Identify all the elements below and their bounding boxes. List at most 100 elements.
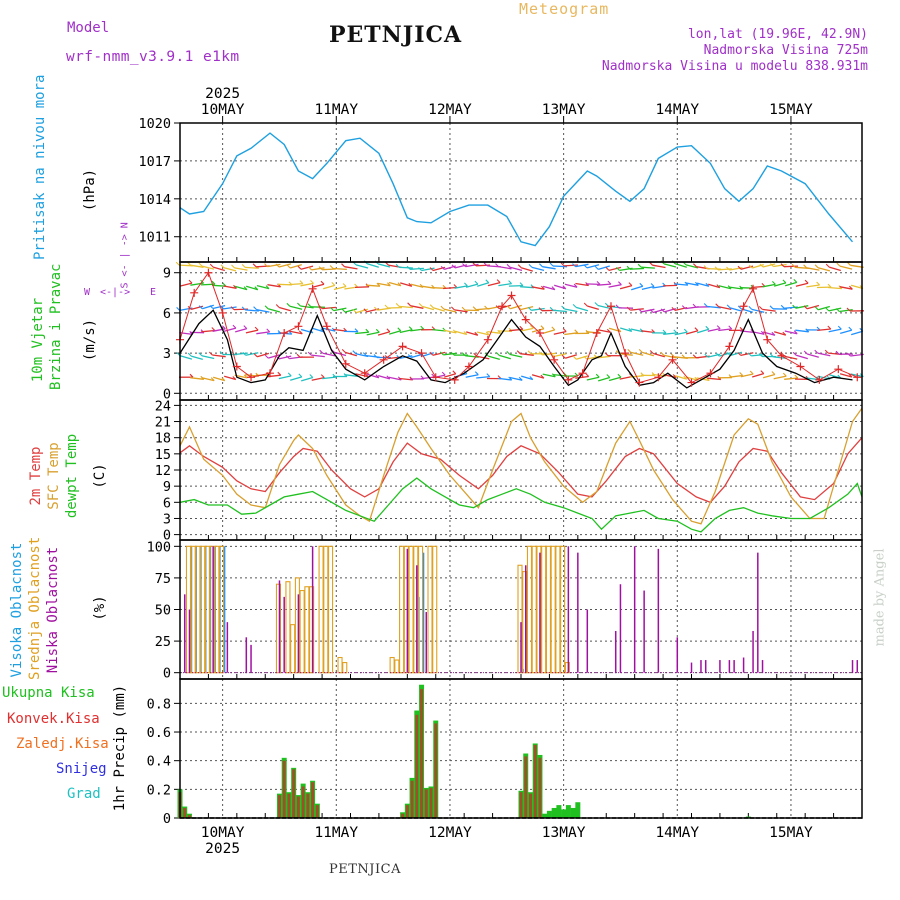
wind-arrow-r3-24 (443, 308, 457, 313)
bottom-year-label: 2025 (205, 841, 240, 857)
wind-arrow-r1-24 (443, 352, 457, 356)
wind-arrowhead-r0-0 (189, 373, 194, 378)
top-day-label-0: 10MAY (201, 102, 245, 118)
wind-arrowhead-r4-29 (508, 280, 512, 284)
wind-arrow-r4-27 (477, 282, 489, 287)
wind-arrow-r3-15 (344, 308, 358, 313)
ytick-label-p3-2: 50 (155, 603, 171, 619)
wind-arrowhead-r1-31 (516, 350, 521, 355)
wind-arrow-r3-58 (818, 305, 830, 311)
wind-arrowhead-r5-33 (539, 263, 543, 268)
mid-cloud-bar-5 (209, 545, 215, 674)
gust-marker-34 (706, 369, 715, 378)
wind-arrow-r4-56 (795, 282, 809, 287)
wind-arrow-r4-37 (585, 283, 601, 286)
wind-arrow-r1-34 (553, 353, 567, 358)
wind-arrowhead-r4-42 (650, 283, 655, 287)
mid-cloud-bar-30 (522, 571, 528, 674)
sfc-temp-line (179, 407, 863, 525)
wind-arrowhead-r3-5 (230, 306, 235, 310)
wind-arrow-r2-48 (707, 327, 721, 332)
wind-arrowhead-r0-53 (771, 371, 776, 375)
wind-arrow-r0-20 (399, 377, 413, 381)
wind-arrow-r5-45 (675, 263, 687, 268)
wind-arrowhead-r5-4 (220, 264, 225, 269)
wind-arrow-r4-51 (739, 287, 755, 289)
top-day-label-5: 15MAY (769, 102, 813, 118)
wind-arrow-r1-0 (179, 355, 193, 360)
mid-cloud-bar-16 (323, 545, 329, 674)
wind-arrow-r3-38 (597, 304, 611, 310)
wind-arrowhead-r0-8 (277, 371, 282, 376)
wind-arrow-r4-18 (377, 282, 391, 287)
wind-arrow-r1-56 (796, 354, 808, 360)
wind-arrow-r1-27 (476, 355, 490, 360)
wind-arrowhead-r4-0 (188, 279, 193, 284)
wind-arrow-r0-52 (752, 372, 764, 378)
wind-arrowhead-r4-35 (573, 283, 578, 288)
wind-arrowhead-r4-20 (408, 282, 413, 287)
wind-arrow-r0-37 (586, 376, 600, 381)
gust-marker-40 (796, 362, 805, 371)
wind-arrowhead-r0-23 (441, 371, 446, 376)
wind-arrow-r4-26 (465, 283, 479, 288)
wind-arrow-r0-10 (290, 376, 302, 381)
dewpt-line (179, 477, 863, 533)
wind-arrow-r5-4 (223, 267, 237, 272)
wind-speed-line (179, 309, 853, 389)
wind-arrow-r4-4 (223, 285, 237, 289)
wind-arrowhead-r5-56 (791, 263, 796, 268)
wind-arrowhead-r3-9 (275, 304, 280, 308)
gust-marker-32 (668, 355, 677, 364)
wind-arrowhead-r0-27 (486, 373, 491, 377)
wind-arrowhead-r5-60 (836, 262, 841, 267)
station-title: PETNJICA (329, 22, 463, 48)
wind-arrowhead-r2-60 (848, 326, 853, 331)
wind-arrowhead-r5-29 (495, 263, 499, 267)
wind-arrowhead-r3-32 (527, 306, 532, 311)
wind-arrow-r2-58 (817, 328, 831, 332)
conv-precip-bar-12 (401, 813, 405, 818)
wind-arrow-r2-12 (312, 327, 324, 333)
wind-arrowhead-r4-13 (331, 282, 336, 286)
wind-arrow-r3-32 (531, 307, 545, 311)
wind-arrow-r4-40 (619, 284, 633, 290)
wind-arrow-r2-5 (235, 327, 247, 333)
wind-arrow-r4-11 (300, 282, 314, 287)
wind-arrowhead-r2-7 (266, 328, 271, 333)
total-precip-bar-26 (546, 810, 552, 818)
wind-arrow-r2-40 (620, 327, 632, 333)
wind-arrowhead-r5-54 (770, 263, 774, 267)
wind-arrow-r1-30 (509, 353, 523, 358)
wind-arrow-r0-19 (388, 376, 402, 381)
wind-arrow-r0-45 (675, 375, 687, 380)
wind-arrow-r3-35 (564, 308, 578, 313)
ytick-label-p2-1: 3 (163, 511, 171, 527)
wind-arrow-r0-30 (509, 376, 523, 381)
total-precip-bar-27 (551, 807, 557, 818)
wind-arrow-r4-25 (454, 285, 468, 289)
wind-arrowhead-r0-52 (760, 370, 765, 374)
wind-arrow-r5-9 (278, 263, 292, 268)
wind-arrow-r4-49 (718, 285, 732, 290)
wind-arrowhead-r2-55 (793, 330, 798, 335)
wind-arrow-r2-18 (377, 331, 391, 336)
wind-arrowhead-r3-28 (484, 305, 488, 310)
wind-arrowhead-r5-22 (418, 267, 422, 271)
gust-marker-14 (398, 342, 407, 351)
wind-arrowhead-r3-8 (264, 305, 269, 310)
wind-arrowhead-r4-40 (628, 282, 633, 286)
wind-arrow-r3-23 (433, 307, 445, 312)
wind-arrowhead-r4-26 (474, 280, 479, 285)
bottom-day-label-5: 15MAY (769, 825, 813, 841)
wind-arrow-r2-30 (509, 328, 523, 332)
top-day-label-4: 14MAY (655, 102, 699, 118)
wind-arrow-r1-7 (256, 352, 270, 358)
wind-arrow-r4-20 (400, 282, 412, 287)
wind-arrow-r3-20 (399, 305, 413, 309)
conv-precip-bar-6 (292, 769, 296, 818)
wind-arrowhead-r5-9 (275, 263, 280, 268)
wind-arrow-r3-30 (510, 304, 522, 310)
wind-arrow-r3-48 (707, 305, 721, 309)
wind-arrow-r2-41 (630, 328, 644, 333)
